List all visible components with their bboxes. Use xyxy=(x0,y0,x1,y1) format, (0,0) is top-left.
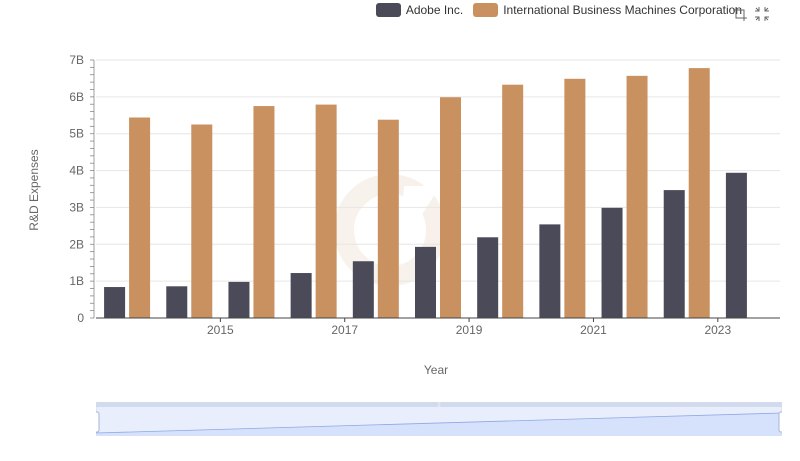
x-tick-label: 2019 xyxy=(456,323,483,337)
legend-item-adobe[interactable]: Adobe Inc. xyxy=(375,3,464,17)
y-tick-label: 1B xyxy=(69,274,84,288)
x-tick-label: 2023 xyxy=(704,323,731,337)
legend-label-ibm: International Business Machines Corporat… xyxy=(503,3,742,17)
bar-ibm-2023[interactable] xyxy=(688,68,710,318)
bar-ibm-2014[interactable] xyxy=(129,117,151,318)
bar-ibm-2015[interactable] xyxy=(191,124,213,319)
legend: Adobe Inc. International Business Machin… xyxy=(375,3,742,17)
bar-adobe-2023[interactable] xyxy=(663,190,685,318)
x-tick-label: 2017 xyxy=(331,323,358,337)
bar-ibm-2017[interactable] xyxy=(315,104,337,319)
bar-ibm-2019[interactable] xyxy=(440,97,461,319)
zoom-handle-right[interactable] xyxy=(778,411,782,433)
y-tick-label: 2B xyxy=(69,237,84,251)
bar-ibm-2021[interactable] xyxy=(564,78,586,318)
bar-ibm-2022[interactable] xyxy=(626,75,648,318)
x-tick-label: 2021 xyxy=(580,323,607,337)
bar-ibm-2018[interactable] xyxy=(377,119,399,318)
zoom-reset-icon[interactable] xyxy=(754,6,770,22)
zoom-handle-left[interactable] xyxy=(96,411,100,433)
y-tick-label: 3B xyxy=(69,200,84,214)
bar-adobe-2020[interactable] xyxy=(477,237,499,318)
y-tick-label: 7B xyxy=(69,53,84,67)
y-tick-label: 4B xyxy=(69,164,84,178)
bar-adobe-2022[interactable] xyxy=(601,207,623,318)
bar-adobe-2021[interactable] xyxy=(539,224,561,318)
toolbox xyxy=(732,6,770,22)
y-tick-label: 6B xyxy=(69,90,84,104)
svg-text:⁞⁞: ⁞⁞ xyxy=(437,403,441,409)
bar-adobe-2015[interactable] xyxy=(166,286,188,318)
bar-adobe-2017[interactable] xyxy=(290,273,312,318)
legend-item-ibm[interactable]: International Business Machines Corporat… xyxy=(473,3,742,17)
bar-adobe-2014[interactable] xyxy=(104,287,126,318)
y-tick-label: 0 xyxy=(77,311,84,325)
legend-label-adobe: Adobe Inc. xyxy=(405,3,464,17)
x-axis-label: Year xyxy=(423,363,449,377)
bar-ibm-2016[interactable] xyxy=(253,106,275,318)
y-axis-label: R&D Expenses xyxy=(27,149,41,231)
bar-adobe-2019[interactable] xyxy=(415,246,436,318)
legend-swatch-ibm xyxy=(473,3,499,17)
data-zoom-slider[interactable]: ⁞⁞ xyxy=(96,402,782,436)
y-tick-label: 5B xyxy=(69,127,84,141)
bar-adobe-2018[interactable] xyxy=(352,261,374,318)
bar-adobe-2016[interactable] xyxy=(228,281,250,318)
x-tick-label: 2015 xyxy=(207,323,234,337)
bar-adobe-2024[interactable] xyxy=(725,172,747,318)
data-zoom-icon[interactable] xyxy=(732,6,748,22)
legend-swatch-adobe xyxy=(375,3,401,17)
bar-ibm-2020[interactable] xyxy=(502,84,524,319)
